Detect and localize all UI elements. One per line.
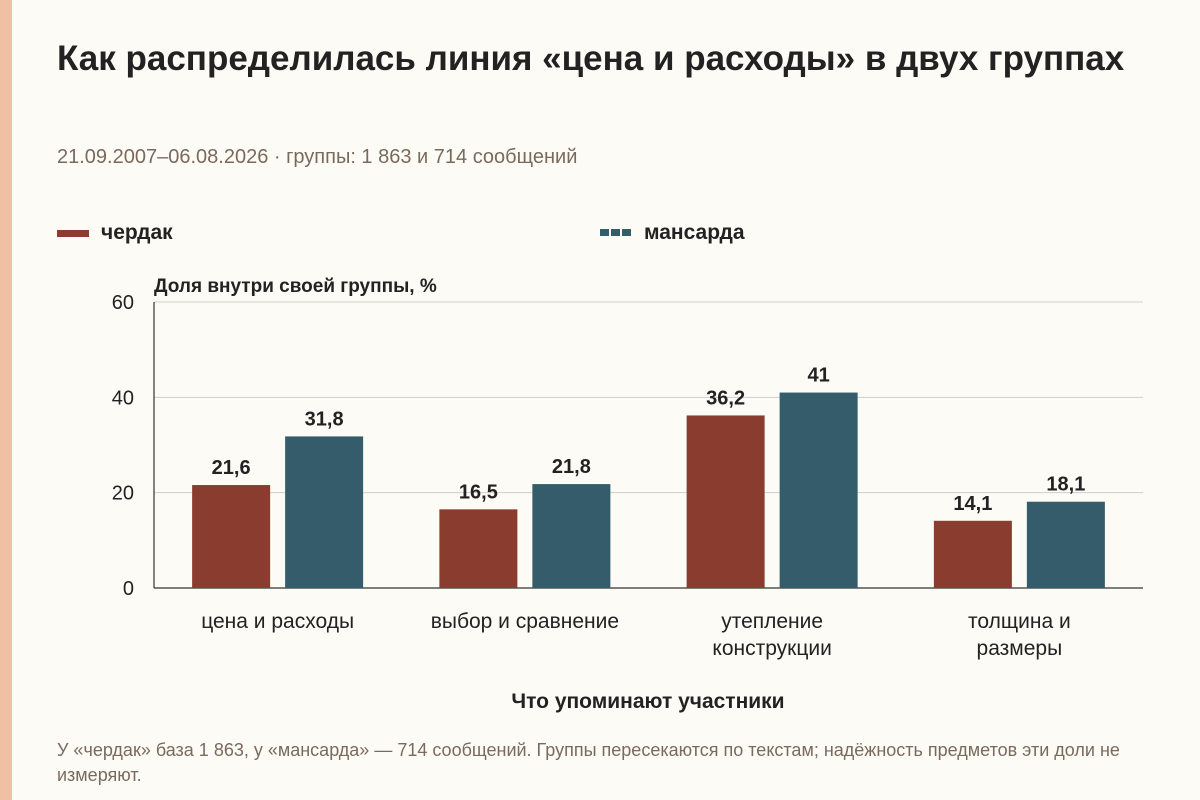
y-axis-label: Доля внутри своей группы, %	[154, 276, 437, 297]
data-label-series-2-cat-4: 18,1	[1046, 474, 1085, 496]
legend-item-series-1: чердак	[57, 220, 173, 246]
chart-title: Как распределилась линия «цена и расходы…	[57, 39, 1125, 78]
legend-swatch-series-1	[57, 229, 89, 237]
accent-strip	[0, 0, 12, 800]
data-label-series-2-cat-2: 21,8	[552, 456, 591, 478]
data-label-series-2-cat-1: 31,8	[305, 408, 344, 430]
bar-series-2-cat-3	[779, 392, 858, 588]
x-tick-label-4-line-2: размеры	[977, 637, 1063, 660]
bar-series-1-cat-2	[439, 509, 518, 588]
legend-swatch-dash-1	[600, 229, 609, 236]
bar-series-2-cat-4	[1026, 501, 1105, 588]
x-tick-label-2: выбор и сравнение	[431, 610, 619, 633]
data-label-series-1-cat-3: 36,2	[706, 387, 745, 409]
legend-swatch-dash-2	[611, 229, 620, 236]
legend-item-series-2: мансарда	[600, 220, 745, 246]
data-label-series-1-cat-2: 16,5	[459, 481, 498, 503]
x-tick-label-4-line-1: толщина и	[968, 610, 1071, 633]
x-tick-label-1: цена и расходы	[201, 610, 354, 633]
data-label-series-2-cat-3: 41	[808, 365, 830, 387]
legend-label-series-1: чердак	[101, 221, 173, 244]
bar-series-1-cat-1	[192, 485, 271, 588]
y-tick-label-1: 0	[123, 578, 134, 600]
y-tick-label-2: 20	[112, 483, 134, 505]
bar-series-1-cat-4	[933, 520, 1012, 588]
x-tick-label-3-line-1: утепление	[721, 610, 823, 633]
data-label-series-1-cat-4: 14,1	[953, 493, 992, 515]
bar-series-2-cat-2	[532, 484, 611, 588]
bar-series-2-cat-1	[285, 436, 364, 588]
y-tick-label-4: 60	[112, 292, 134, 314]
chart-subtitle: 21.09.2007–06.08.2026 · группы: 1 863 и …	[57, 146, 578, 168]
legend-swatch-dash-3	[622, 229, 631, 236]
legend-label-series-2: мансарда	[644, 221, 745, 244]
chart-footnote: У «чердак» база 1 863, у «мансарда» — 71…	[57, 740, 1120, 785]
y-tick-label-3: 40	[112, 387, 134, 409]
data-label-series-1-cat-1: 21,6	[212, 457, 251, 479]
x-tick-label-3-line-2: конструкции	[712, 637, 831, 660]
legend-swatch-series-2	[600, 229, 631, 236]
bar-series-1-cat-3	[686, 415, 765, 588]
x-axis-label: Что упоминают участники	[511, 690, 784, 713]
